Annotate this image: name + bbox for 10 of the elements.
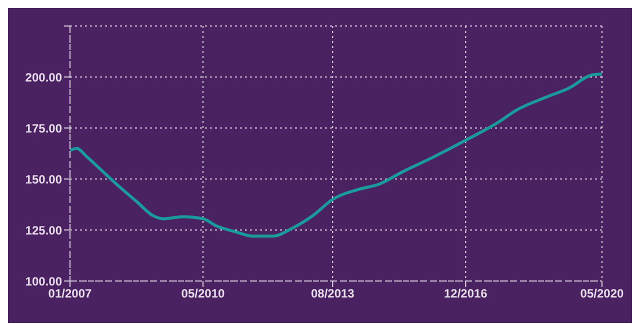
x-tick-label: 05/2020: [580, 286, 624, 301]
y-tick-label: 100.00: [25, 274, 62, 288]
y-tick-label: 150.00: [25, 172, 62, 186]
x-tick-label: 08/2013: [310, 286, 355, 301]
x-tick-label: 12/2016: [444, 286, 488, 301]
y-tick-label: 125.00: [25, 223, 62, 238]
y-tick-label: 175.00: [25, 121, 62, 136]
x-tick-label: 05/2010: [181, 286, 226, 301]
x-tick-label: 01/2007: [48, 286, 92, 301]
y-tick-label: 200.00: [25, 70, 62, 84]
